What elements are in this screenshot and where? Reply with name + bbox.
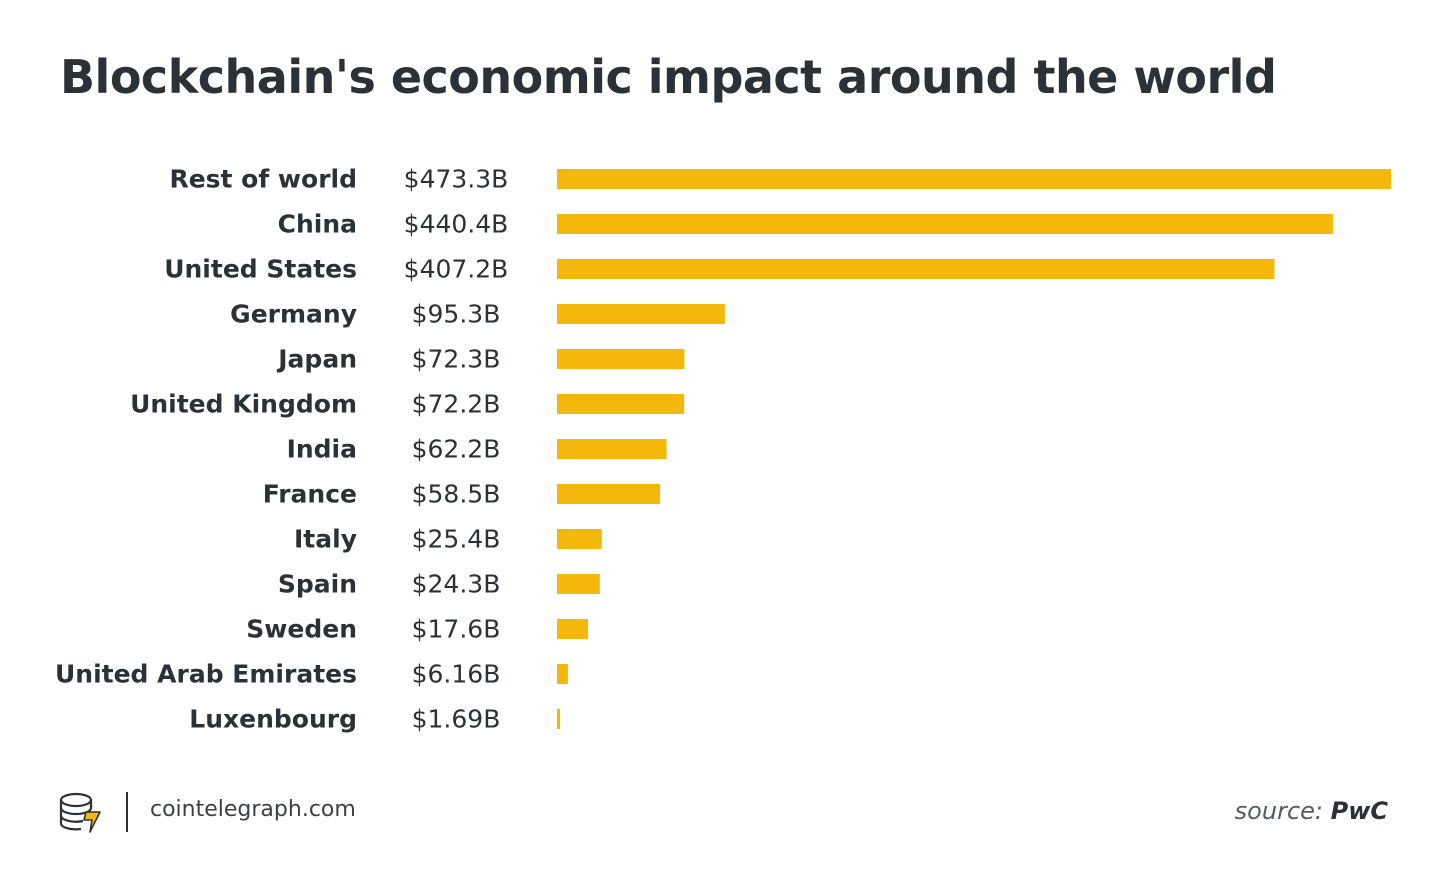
bar (557, 664, 568, 684)
category-label: India (287, 435, 357, 464)
bar (557, 709, 560, 729)
bar (557, 529, 602, 549)
value-label: $440.4B (404, 210, 509, 239)
category-label: Rest of world (169, 165, 357, 194)
value-label: $25.4B (412, 525, 501, 554)
source-name: PwC (1330, 797, 1388, 825)
category-label: United Arab Emirates (55, 660, 357, 689)
cointelegraph-logo-icon (59, 792, 101, 833)
source-prefix: source: (1234, 797, 1323, 825)
value-label: $62.2B (412, 435, 501, 464)
category-label: China (278, 210, 357, 239)
value-label: $72.2B (412, 390, 501, 419)
category-label: France (263, 480, 357, 509)
category-label: United States (164, 255, 357, 284)
value-label: $473.3B (404, 165, 509, 194)
bar (557, 169, 1391, 189)
category-label: Sweden (246, 615, 357, 644)
category-label: Germany (230, 300, 357, 329)
category-label: United Kingdom (130, 390, 357, 419)
value-label: $95.3B (412, 300, 501, 329)
bar (557, 304, 725, 324)
bar (557, 574, 600, 594)
category-label: Luxenbourg (189, 705, 357, 734)
value-label: $17.6B (412, 615, 501, 644)
chart-title: Blockchain's economic impact around the … (60, 50, 1277, 104)
value-label: $58.5B (412, 480, 501, 509)
bar (557, 484, 661, 504)
bar (557, 394, 685, 414)
footer-site-link[interactable]: cointelegraph.com (150, 797, 356, 822)
bar (557, 214, 1333, 234)
category-label: Italy (294, 525, 357, 554)
bar (557, 619, 588, 639)
value-label: $1.69B (412, 705, 501, 734)
bar-chart: Rest of world $473.3B China $440.4B United S… (55, 165, 1391, 734)
bar (557, 349, 685, 369)
footer-divider (126, 792, 128, 832)
value-label: $24.3B (412, 570, 501, 599)
value-label: $6.16B (412, 660, 501, 689)
value-label: $72.3B (412, 345, 501, 374)
bar (557, 439, 667, 459)
category-label: Japan (276, 345, 357, 374)
bar (557, 259, 1275, 279)
value-label: $407.2B (404, 255, 509, 284)
category-label: Spain (278, 570, 357, 599)
footer-source: source: PwC (1235, 797, 1388, 825)
